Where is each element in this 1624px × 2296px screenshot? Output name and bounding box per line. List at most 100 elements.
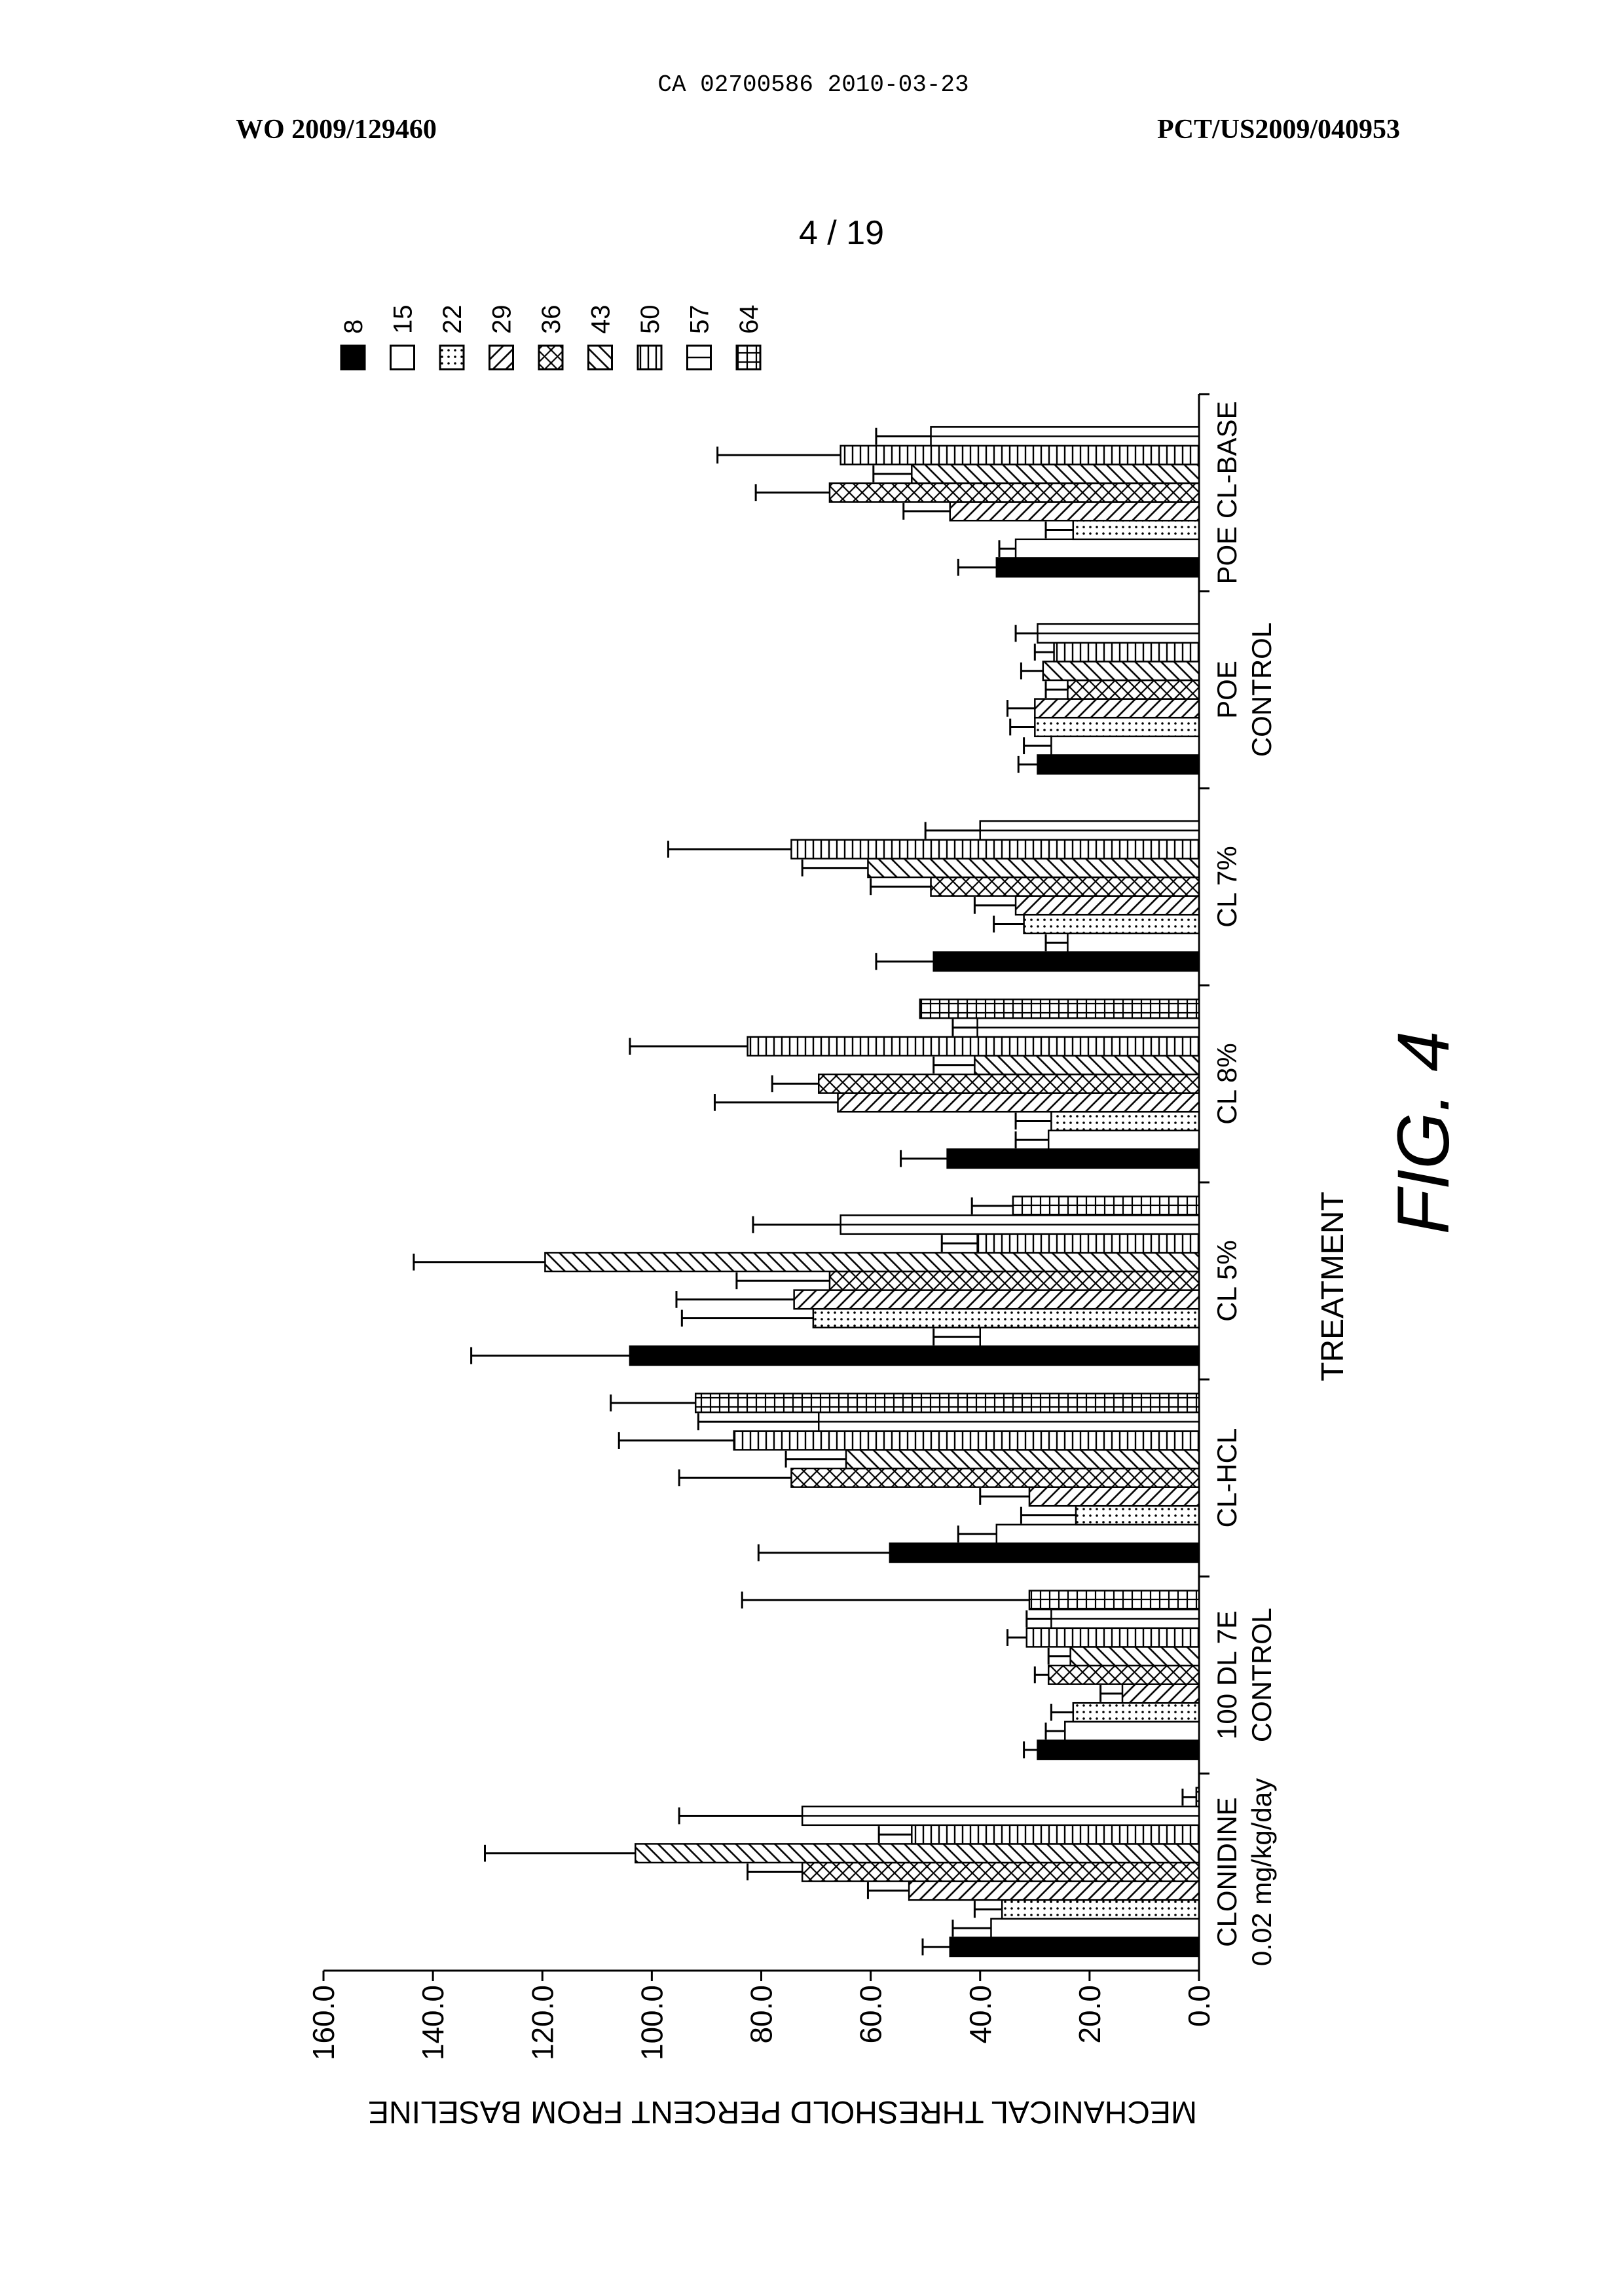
legend-swatch — [539, 346, 563, 369]
bar — [1027, 1628, 1199, 1647]
legend-swatch — [589, 346, 612, 369]
legend-label: 36 — [537, 305, 566, 335]
bar — [912, 464, 1199, 483]
category-label: CL 7% — [1211, 846, 1242, 928]
bar — [934, 952, 1199, 971]
y-axis-title: MECHANICAL THRESHOLD PERCENT FROM BASELI… — [368, 2094, 1197, 2129]
bar — [791, 840, 1199, 859]
bar — [734, 1431, 1199, 1450]
category-label: CLONIDINE — [1211, 1797, 1242, 1947]
bar — [950, 502, 1199, 521]
bar — [791, 1468, 1199, 1487]
bar — [1051, 737, 1199, 756]
bar — [695, 1394, 1199, 1413]
bar — [630, 1346, 1199, 1365]
bar — [830, 483, 1199, 502]
category-label: CONTROL — [1246, 623, 1277, 757]
bar — [1035, 718, 1199, 737]
bar — [1051, 1112, 1199, 1131]
bar — [838, 1093, 1199, 1112]
bar — [978, 1234, 1199, 1253]
bar — [1067, 934, 1199, 953]
bar — [912, 1825, 1199, 1844]
value-tick-label: 100.0 — [635, 1985, 669, 2060]
legend-swatch — [391, 346, 415, 369]
legend-label: 57 — [686, 305, 714, 335]
value-tick-label: 20.0 — [1073, 1985, 1107, 2044]
value-tick-label: 140.0 — [416, 1985, 450, 2060]
category-label: CL 5% — [1211, 1240, 1242, 1322]
bar — [841, 446, 1199, 465]
bar — [950, 1937, 1199, 1956]
legend-label: 8 — [339, 319, 368, 334]
value-tick-label: 60.0 — [854, 1985, 888, 2044]
bar — [830, 1271, 1199, 1290]
legend-swatch — [638, 346, 661, 369]
bar — [1065, 1722, 1199, 1741]
bar — [1029, 1591, 1199, 1610]
legend-label: 64 — [735, 305, 764, 335]
bar — [1054, 643, 1199, 662]
legend-swatch — [341, 346, 365, 369]
bar — [819, 1074, 1199, 1093]
bar — [1067, 680, 1199, 699]
bar — [1048, 1666, 1199, 1685]
bar — [1016, 539, 1199, 558]
bar — [948, 1149, 1199, 1168]
bar — [1035, 699, 1199, 718]
bar — [1122, 1685, 1199, 1704]
bar — [1076, 1506, 1199, 1525]
bar — [1073, 520, 1199, 539]
document-id: CA 02700586 2010-03-23 — [657, 71, 969, 98]
bar — [890, 1543, 1199, 1562]
bar — [1196, 1788, 1199, 1807]
value-tick-label: 0.0 — [1182, 1985, 1216, 2027]
category-label: 0.02 mg/kg/day — [1246, 1778, 1277, 1966]
value-tick-label: 40.0 — [963, 1985, 997, 2044]
bar — [1029, 1487, 1199, 1506]
publication-number: WO 2009/129460 — [236, 115, 437, 145]
bar — [991, 1919, 1199, 1938]
bar — [802, 1863, 1199, 1882]
bar — [980, 1328, 1199, 1347]
bar — [1002, 1900, 1199, 1919]
legend-swatch — [737, 346, 760, 369]
bar — [1071, 1647, 1199, 1666]
bar — [635, 1844, 1199, 1863]
bar — [813, 1309, 1199, 1328]
category-label: POE CL-BASE — [1211, 401, 1242, 584]
bar — [1037, 755, 1199, 774]
category-label: CONTROL — [1246, 1608, 1277, 1742]
bar — [748, 1037, 1199, 1056]
bar — [920, 1000, 1199, 1019]
bar — [1024, 915, 1199, 934]
bar — [1016, 896, 1199, 915]
category-label: CL 8% — [1211, 1043, 1242, 1125]
figure-label: FIG. 4 — [1382, 1030, 1464, 1234]
bar — [1073, 1703, 1199, 1722]
value-tick-label: 80.0 — [745, 1985, 779, 2044]
legend-label: 43 — [587, 305, 616, 335]
page-number: 4 / 19 — [799, 214, 884, 252]
bar — [545, 1252, 1199, 1271]
legend-label: 50 — [636, 305, 665, 335]
bar — [868, 858, 1199, 877]
bar — [974, 1055, 1199, 1074]
bar — [1013, 1197, 1199, 1216]
x-axis-title: TREATMENT — [1316, 1192, 1350, 1381]
legend-swatch — [440, 346, 464, 369]
bar — [909, 1882, 1199, 1901]
bar — [1048, 1131, 1199, 1150]
category-label: CL-HCL — [1211, 1429, 1242, 1528]
bar — [846, 1449, 1199, 1468]
bar — [794, 1290, 1199, 1309]
category-label: 100 DL 7E — [1211, 1611, 1242, 1740]
legend-label: 29 — [488, 305, 517, 335]
bar — [931, 877, 1199, 896]
legend-label: 15 — [389, 305, 418, 335]
value-tick-label: 120.0 — [525, 1985, 559, 2060]
category-label: POE — [1211, 661, 1242, 719]
bar — [997, 558, 1199, 577]
